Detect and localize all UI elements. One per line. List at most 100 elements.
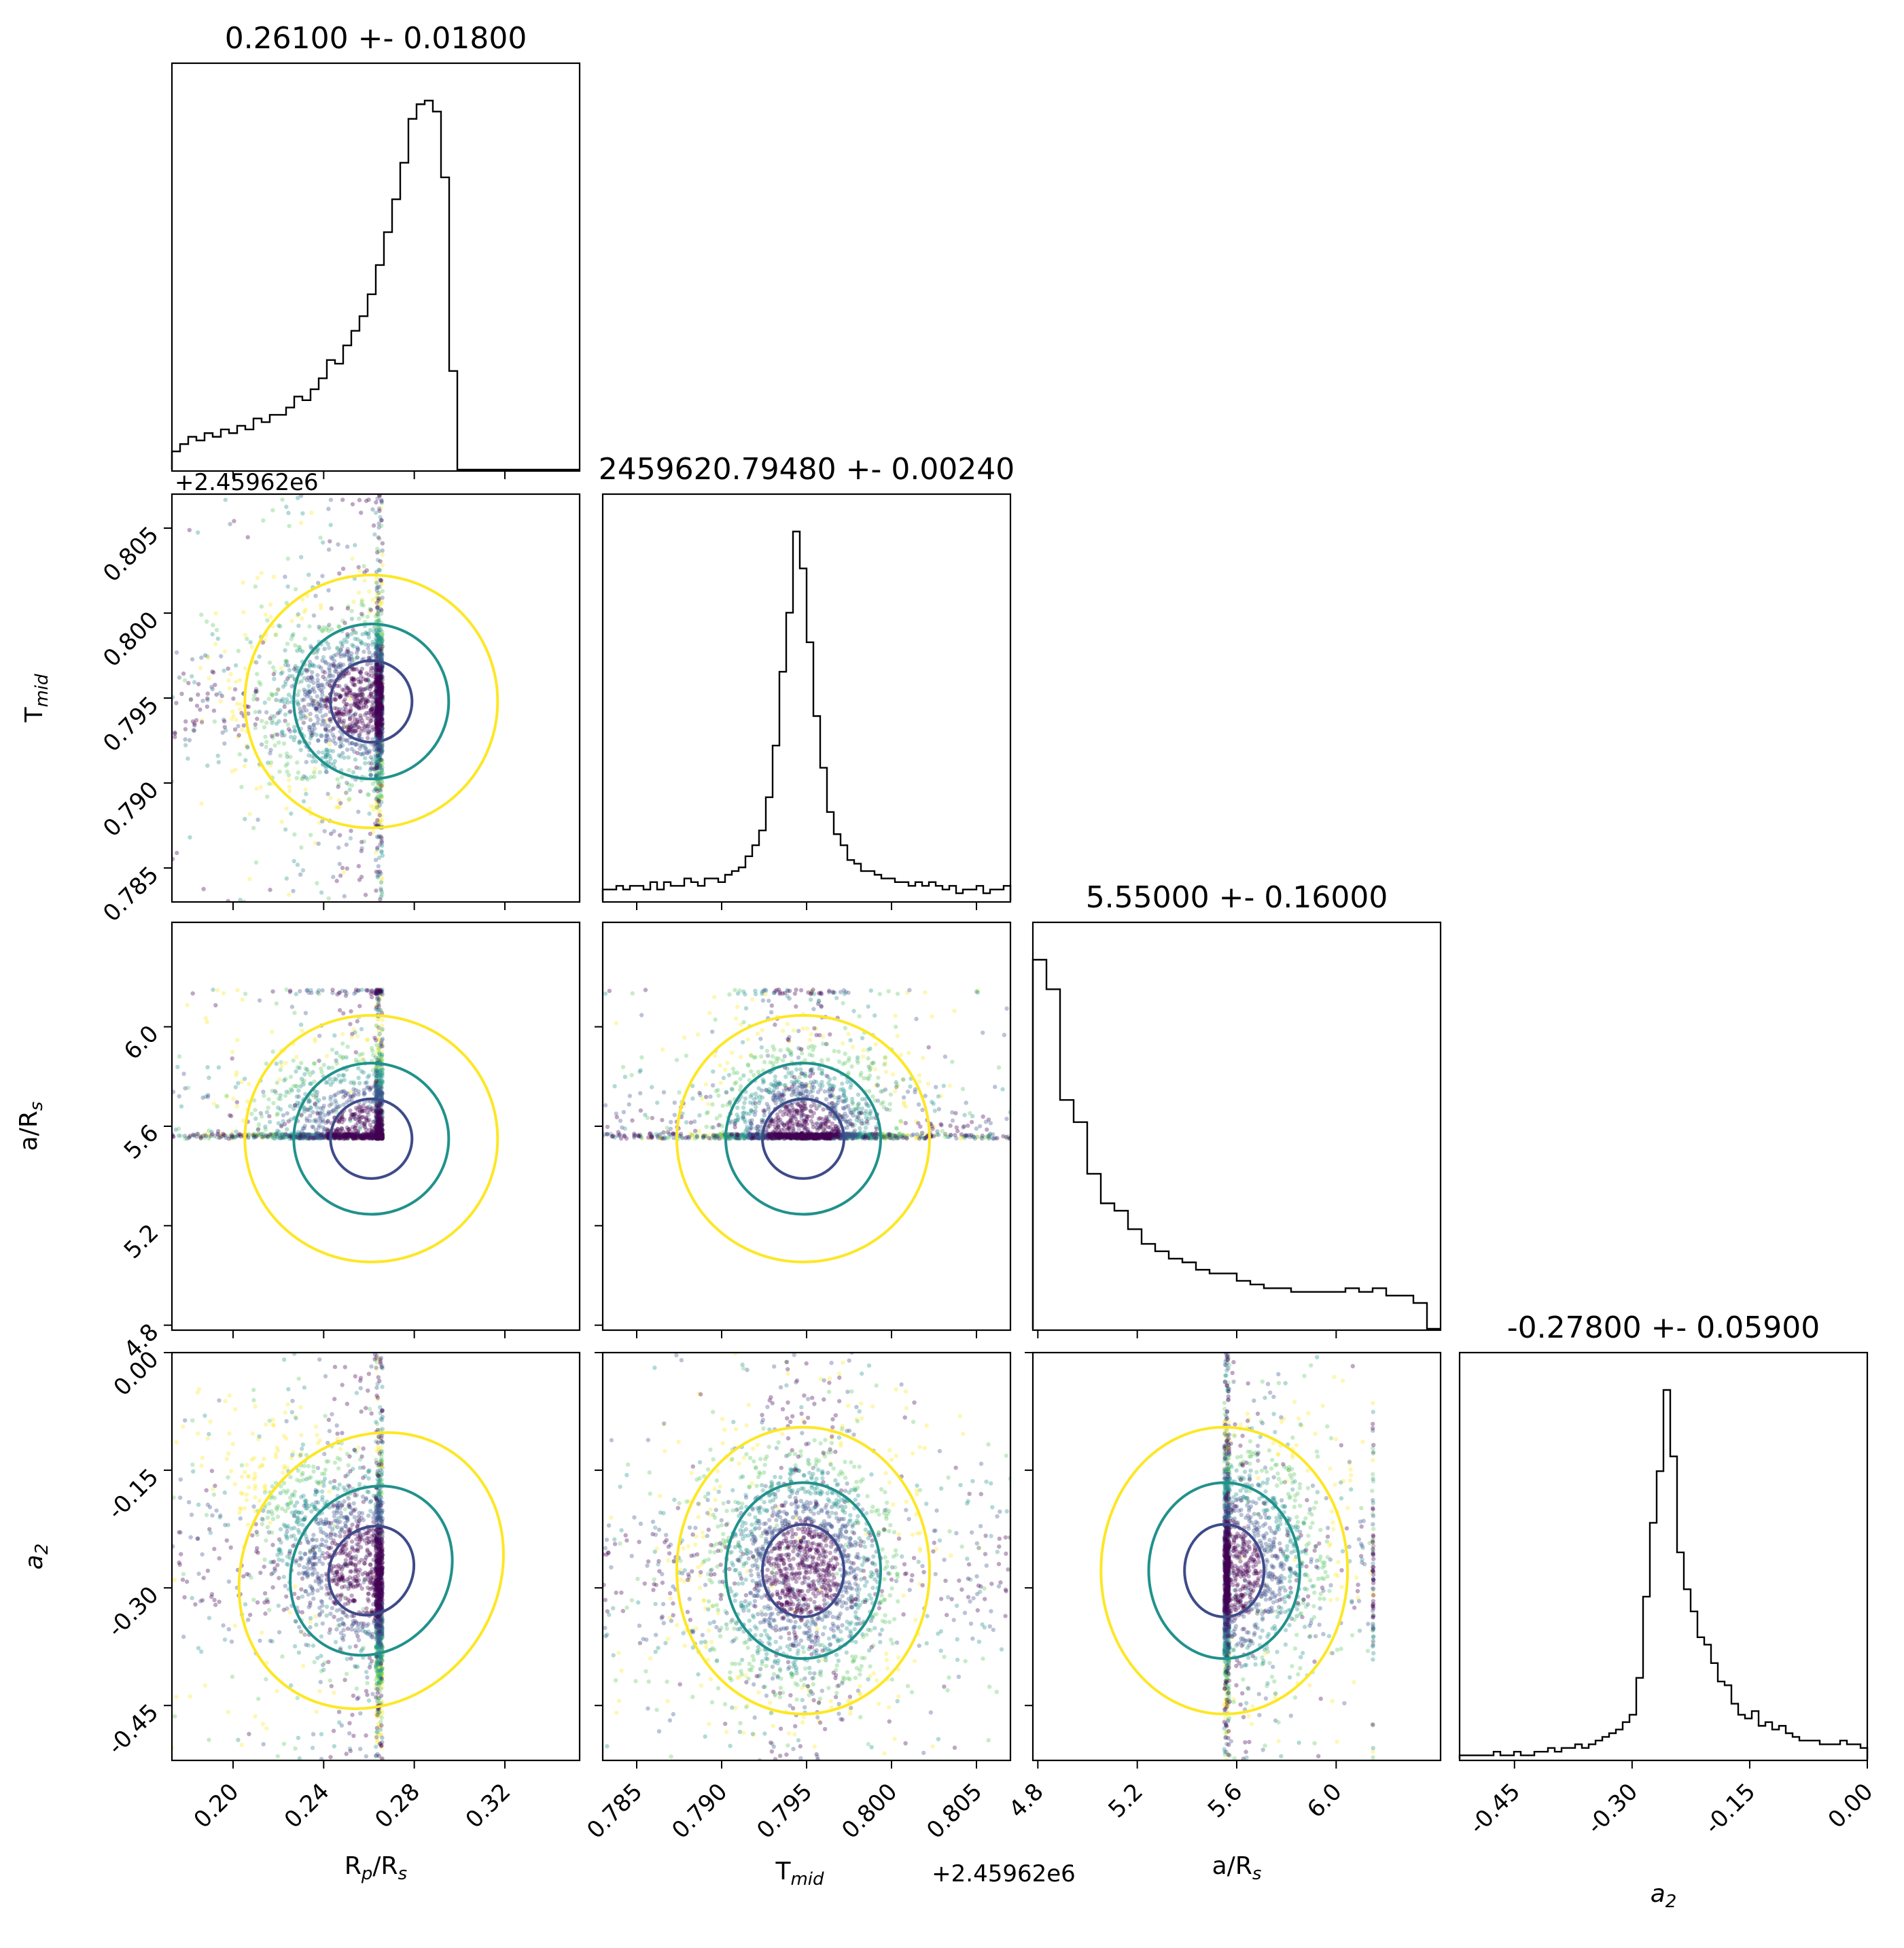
scatter-point — [298, 1134, 303, 1139]
scatter-point — [374, 1091, 379, 1096]
histogram-title-4: -0.27800 +- 0.05900 — [1507, 1310, 1820, 1345]
scatter-point — [374, 631, 378, 637]
scatter-point — [366, 699, 370, 704]
scatter-point — [378, 681, 383, 686]
scatter-point — [349, 727, 355, 732]
scatter-point — [231, 1136, 236, 1141]
scatter-point — [374, 652, 379, 657]
scatter-point — [376, 683, 381, 688]
scatter-point — [309, 730, 315, 735]
scatter-point — [377, 734, 382, 740]
scatter-point — [378, 652, 383, 657]
scatter-point — [227, 1134, 232, 1139]
scatter-point — [376, 1089, 381, 1094]
scatter-point — [374, 1134, 379, 1140]
scatter-point — [379, 665, 384, 671]
scatter-point — [364, 630, 368, 635]
scatter-point — [374, 676, 378, 680]
scatter-point — [375, 612, 381, 616]
scatter-point — [378, 689, 384, 695]
scatter-point — [376, 751, 381, 756]
scatter-point — [380, 684, 385, 689]
scatter-point — [345, 738, 350, 743]
scatter-point — [367, 1135, 372, 1141]
scatter-point — [358, 671, 363, 676]
scatter-point — [377, 627, 382, 632]
scatter-point — [374, 1134, 380, 1139]
scatter-point — [207, 1134, 212, 1139]
scatter-point — [378, 719, 383, 724]
scatter-point — [376, 702, 381, 707]
scatter-point — [894, 1126, 899, 1130]
scatter-point — [378, 712, 383, 717]
scatter-point — [369, 706, 374, 712]
scatter-point — [379, 633, 385, 638]
scatter-point — [374, 676, 379, 681]
scatter-point — [192, 723, 197, 728]
scatter-point — [305, 1135, 310, 1140]
scatter-point — [247, 1081, 251, 1087]
contour-2-sigma — [292, 623, 451, 780]
scatter-point — [379, 499, 384, 504]
scatter-point — [337, 735, 342, 741]
scatter-point — [315, 677, 320, 682]
scatter-point — [350, 502, 355, 506]
scatter-point — [306, 1069, 311, 1075]
scatter-point — [374, 767, 380, 772]
scatter-point — [375, 1136, 380, 1141]
scatter-point — [349, 746, 354, 752]
scatter-point — [380, 987, 385, 992]
scatter-point — [376, 608, 381, 613]
scatter-point — [362, 1121, 367, 1127]
scatter-point — [303, 1066, 308, 1071]
scatter-point — [374, 1083, 379, 1089]
scatter-point — [374, 721, 379, 726]
scatter-point — [376, 1133, 381, 1138]
scatter-point — [321, 1134, 325, 1139]
scatter-point — [374, 638, 379, 642]
scatter-point — [289, 1088, 294, 1093]
scatter-point — [379, 783, 384, 788]
scatter-point — [346, 633, 351, 639]
scatter-point — [294, 1083, 298, 1088]
scatter-point — [350, 642, 355, 648]
scatter-point — [376, 735, 381, 741]
scatter-point — [205, 691, 210, 696]
scatter-point — [345, 606, 350, 611]
scatter-point — [375, 667, 380, 672]
scatter-point — [374, 709, 378, 714]
scatter-point — [206, 656, 211, 661]
scatter-point — [298, 1136, 302, 1141]
scatter-point — [374, 619, 378, 624]
scatter-point — [358, 699, 363, 703]
scatter-point — [377, 1073, 382, 1078]
scatter-point — [352, 1081, 357, 1086]
scatter-point — [379, 1132, 384, 1137]
scatter-point — [298, 648, 302, 653]
scatter-point — [378, 697, 383, 701]
scatter-point — [217, 1135, 222, 1141]
scatter-point — [260, 1136, 265, 1141]
scatter-point — [374, 600, 379, 605]
scatter-point — [374, 988, 379, 994]
scatter-point — [373, 1132, 378, 1138]
scatter-point — [375, 1134, 381, 1139]
scatter-point — [305, 777, 310, 782]
scatter-point — [378, 713, 383, 718]
scatter-point — [351, 713, 355, 718]
scatter-point — [354, 742, 359, 746]
scatter-point — [379, 1113, 385, 1117]
scatter-point — [377, 771, 382, 776]
scatter-point — [323, 737, 329, 742]
scatter-point — [379, 1132, 384, 1138]
scatter-point — [380, 697, 385, 702]
scatter-point — [377, 990, 383, 995]
scatter-point — [375, 692, 380, 697]
scatter-point — [239, 710, 244, 716]
scatter-point — [270, 693, 275, 698]
scatter-point — [302, 689, 307, 694]
scatter-point — [341, 870, 346, 875]
scatter-point — [320, 819, 325, 824]
scatter-point — [255, 576, 260, 580]
scatter-point — [362, 703, 366, 708]
